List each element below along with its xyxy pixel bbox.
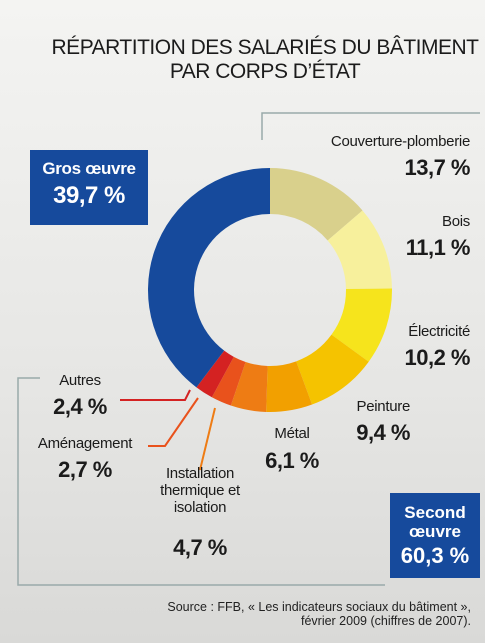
source: Source : FFB, « Les indicateurs sociaux … — [167, 600, 471, 628]
category-label: Gros œuvre — [42, 159, 136, 178]
donut-segment — [296, 334, 369, 405]
leader — [148, 397, 199, 447]
bracket — [261, 112, 480, 140]
value-label: 13,7 % — [404, 155, 471, 180]
category-label: Électricité — [408, 323, 470, 340]
donut-segment — [230, 361, 268, 412]
value-label: 10,2 % — [404, 345, 471, 370]
value-label: 39,7 % — [53, 182, 125, 209]
category-label: Peinture — [356, 398, 411, 415]
bracket — [17, 377, 385, 586]
second-oeuvre-value: 60,3 % — [400, 543, 470, 568]
category-label: Couverture-plomberie — [330, 133, 470, 150]
donut-segment — [266, 361, 313, 412]
leader — [120, 389, 191, 401]
leader — [199, 407, 216, 471]
bracket-lines — [17, 112, 480, 586]
donut-segment — [196, 350, 234, 398]
value-label: 2,7 % — [58, 457, 112, 482]
category-label: Installation thermique et isolation — [160, 465, 240, 516]
value-label: 6,1 % — [265, 448, 319, 473]
value-label: 2,4 % — [53, 394, 107, 419]
value-label: 11,1 % — [405, 235, 471, 260]
donut-segment — [211, 356, 246, 406]
donut-segment — [327, 210, 392, 290]
second-oeuvre-box: Second œuvre 60,3 % — [390, 493, 480, 578]
value-label: 4,7 % — [173, 535, 227, 560]
second-oeuvre-label: Second œuvre — [404, 503, 466, 541]
category-label: Aménagement — [37, 435, 133, 452]
gros-oeuvre-box — [30, 150, 148, 225]
category-label: Bois — [442, 213, 470, 230]
donut-segment — [331, 288, 392, 362]
donut-segment — [147, 168, 270, 388]
category-label: Métal — [274, 425, 310, 442]
leader-lines — [120, 389, 216, 471]
donut-segment — [270, 168, 363, 241]
chart-title: RÉPARTITION DES SALARIÉS DU BÂTIMENT PAR… — [51, 36, 479, 83]
category-label: Autres — [59, 372, 101, 389]
value-label: 9,4 % — [356, 420, 410, 445]
